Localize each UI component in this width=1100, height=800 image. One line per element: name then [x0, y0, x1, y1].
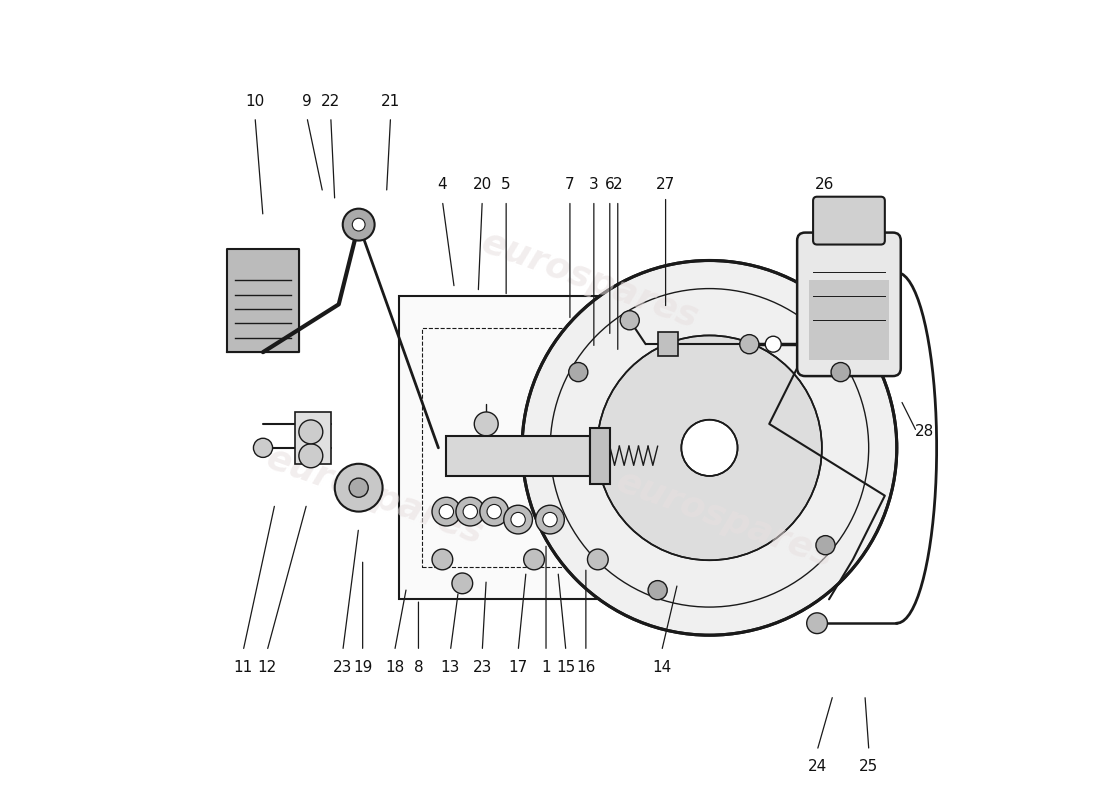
Text: 19: 19 — [353, 659, 372, 674]
Circle shape — [455, 498, 485, 526]
Circle shape — [524, 549, 544, 570]
Text: 23: 23 — [333, 659, 352, 674]
Text: 9: 9 — [302, 94, 311, 109]
Text: 13: 13 — [441, 659, 460, 674]
Text: 27: 27 — [656, 178, 675, 192]
Circle shape — [620, 310, 639, 330]
Text: 14: 14 — [652, 659, 671, 674]
FancyBboxPatch shape — [398, 296, 741, 599]
Circle shape — [432, 498, 461, 526]
Circle shape — [432, 549, 453, 570]
Text: 5: 5 — [502, 178, 512, 192]
Circle shape — [832, 362, 850, 382]
Circle shape — [452, 573, 473, 594]
Circle shape — [816, 536, 835, 554]
Text: 8: 8 — [414, 659, 424, 674]
Circle shape — [352, 218, 365, 231]
Circle shape — [569, 362, 587, 382]
Text: 25: 25 — [859, 759, 879, 774]
Text: 7: 7 — [565, 178, 574, 192]
Circle shape — [542, 513, 558, 526]
Text: eurospares: eurospares — [613, 465, 838, 574]
Text: 15: 15 — [557, 659, 575, 674]
Text: 22: 22 — [321, 94, 340, 109]
Text: 3: 3 — [588, 178, 598, 192]
Circle shape — [474, 412, 498, 436]
Text: 20: 20 — [473, 178, 492, 192]
Text: 10: 10 — [245, 94, 265, 109]
FancyBboxPatch shape — [447, 436, 590, 476]
Circle shape — [299, 420, 322, 444]
FancyBboxPatch shape — [295, 412, 331, 464]
Circle shape — [299, 444, 322, 468]
Circle shape — [504, 506, 532, 534]
Text: 18: 18 — [385, 659, 404, 674]
Text: 24: 24 — [807, 759, 827, 774]
Circle shape — [343, 209, 375, 241]
Text: 16: 16 — [576, 659, 595, 674]
Circle shape — [439, 505, 453, 518]
Circle shape — [739, 334, 759, 354]
Text: 11: 11 — [233, 659, 253, 674]
Text: 4: 4 — [438, 178, 448, 192]
Polygon shape — [227, 249, 299, 352]
Text: 6: 6 — [605, 178, 615, 192]
Text: 21: 21 — [381, 94, 400, 109]
Text: 26: 26 — [815, 178, 835, 192]
FancyBboxPatch shape — [798, 233, 901, 376]
Circle shape — [766, 336, 781, 352]
Circle shape — [334, 464, 383, 512]
Circle shape — [510, 513, 526, 526]
Circle shape — [253, 438, 273, 458]
FancyBboxPatch shape — [659, 332, 679, 356]
FancyBboxPatch shape — [813, 197, 884, 245]
Circle shape — [536, 506, 564, 534]
Text: 17: 17 — [508, 659, 528, 674]
Circle shape — [463, 505, 477, 518]
Circle shape — [480, 498, 508, 526]
Circle shape — [587, 549, 608, 570]
Text: 28: 28 — [915, 424, 934, 439]
Circle shape — [597, 335, 822, 560]
Circle shape — [681, 420, 737, 476]
Circle shape — [522, 261, 896, 635]
Circle shape — [349, 478, 368, 498]
Text: 12: 12 — [257, 659, 276, 674]
Circle shape — [806, 613, 827, 634]
Circle shape — [487, 505, 502, 518]
Text: eurospares: eurospares — [476, 226, 703, 335]
FancyBboxPatch shape — [810, 281, 889, 360]
Text: 23: 23 — [473, 659, 492, 674]
Text: 1: 1 — [541, 659, 551, 674]
Text: 2: 2 — [613, 178, 623, 192]
Text: eurospares: eurospares — [262, 441, 487, 550]
FancyBboxPatch shape — [590, 428, 609, 484]
Circle shape — [648, 581, 668, 600]
